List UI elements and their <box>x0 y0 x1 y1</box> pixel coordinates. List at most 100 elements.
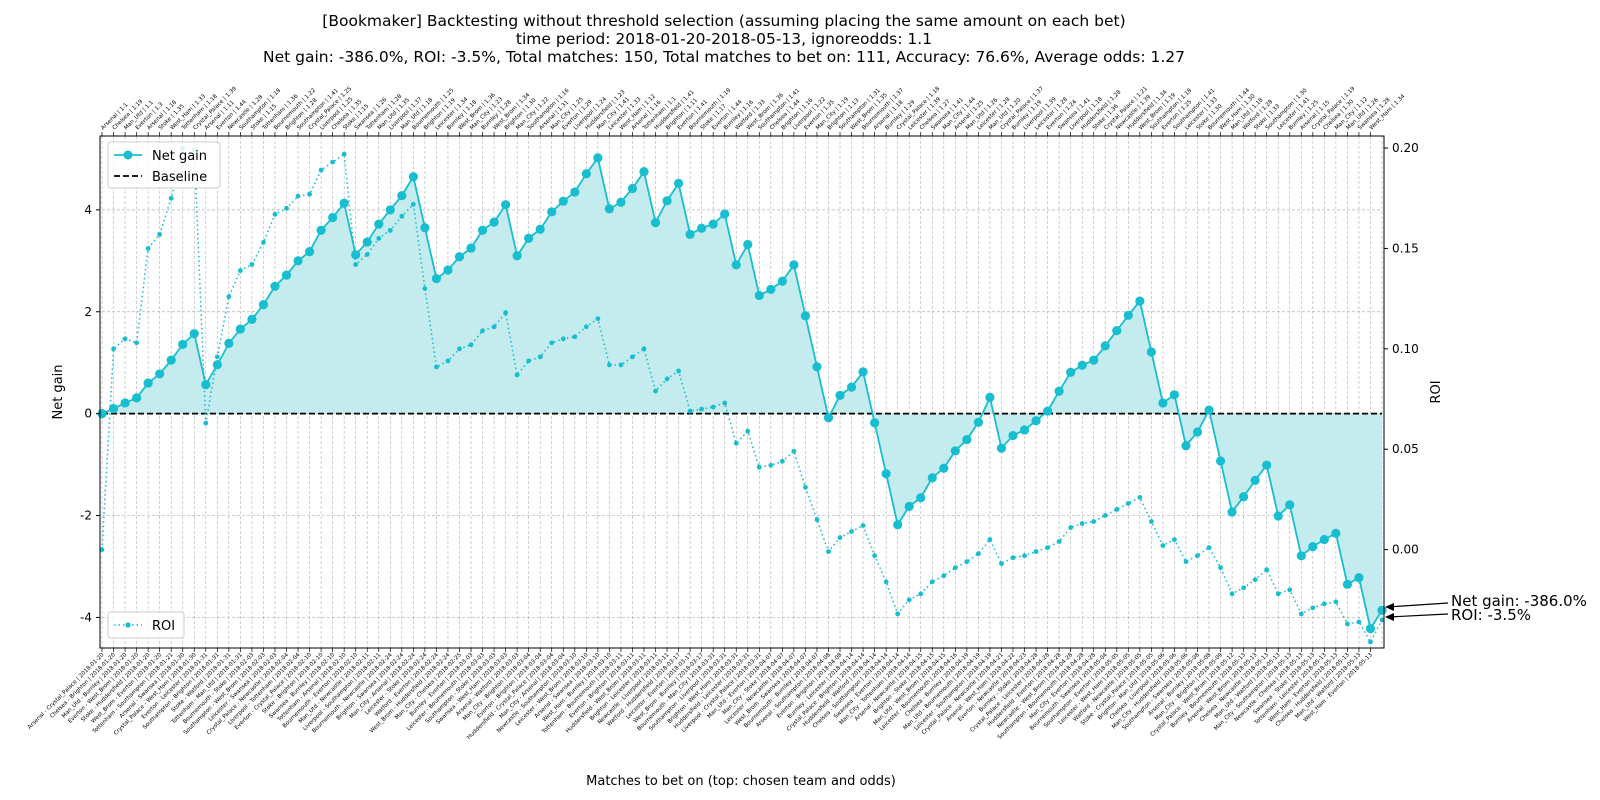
net-gain-point <box>155 369 165 379</box>
net-gain-point <box>812 362 822 372</box>
y-right-tick-label: 0.15 <box>1392 241 1419 255</box>
roi-point <box>653 388 658 394</box>
roi-point <box>549 340 555 346</box>
roi-point <box>1056 539 1062 544</box>
roi-point <box>745 428 751 434</box>
net-gain-point <box>166 355 176 365</box>
net-gain-point <box>201 380 211 390</box>
roi-annotation-arrowhead <box>1385 613 1394 621</box>
net-gain-point <box>270 281 280 291</box>
chart-title-line-3: Net gain: -386.0%, ROI: -3.5%, Total mat… <box>263 48 1185 66</box>
roi-point <box>261 240 266 245</box>
roi-point <box>803 484 808 490</box>
net-gain-point <box>1054 386 1064 396</box>
net-gain-point <box>1112 326 1122 336</box>
net-gain-point <box>581 169 591 179</box>
net-gain-point <box>189 329 199 339</box>
roi-point <box>952 565 958 571</box>
net-gain-point <box>604 204 614 214</box>
roi-point <box>975 551 981 557</box>
roi-point <box>837 535 843 540</box>
roi-point <box>895 611 901 617</box>
net-gain-annotation-arrowhead <box>1385 603 1394 611</box>
net-gain-point <box>466 243 476 253</box>
net-gain-point <box>247 314 257 325</box>
net-gain-point <box>1215 456 1226 466</box>
net-gain-point <box>962 435 972 445</box>
legend-bottom: ROI <box>107 611 185 639</box>
roi-point <box>779 458 785 464</box>
net-gain-point <box>1204 405 1214 415</box>
roi-point <box>710 404 716 410</box>
roi-point <box>1172 537 1177 542</box>
axes <box>99 135 1385 649</box>
roi-point <box>1148 519 1154 524</box>
roi-point <box>1091 519 1097 524</box>
net-gain-point <box>927 473 937 483</box>
net-gain-point <box>547 207 557 217</box>
roi-point <box>1033 549 1039 555</box>
net-gain-point <box>697 223 707 233</box>
net-gain-point <box>1031 416 1041 426</box>
roi-point <box>422 286 428 291</box>
net-gain-point <box>973 417 983 427</box>
roi-point <box>376 236 382 241</box>
roi-point <box>272 211 278 217</box>
net-gain-point <box>316 225 326 235</box>
roi-point <box>526 358 532 364</box>
roi-point <box>768 462 774 468</box>
end-annotations: Net gain: -386.0% ROI: -3.5% <box>1385 592 1587 624</box>
roi-point <box>168 195 174 201</box>
roi-point <box>330 159 336 165</box>
roi-point <box>1010 555 1016 561</box>
y-right-axis-label: ROI <box>1429 380 1444 403</box>
legend-net-gain-label: Net gain <box>152 149 207 164</box>
net-gain-annotation-arrow <box>1387 602 1449 608</box>
roi-point <box>1275 591 1281 597</box>
net-gain-point <box>789 260 799 270</box>
roi-point <box>445 358 451 364</box>
net-gain-point <box>489 217 499 227</box>
net-gain-point <box>1123 310 1133 320</box>
roi-point <box>583 324 589 330</box>
roi-point <box>1333 599 1339 605</box>
net-gain-point <box>524 233 534 243</box>
net-gain-point <box>858 367 868 377</box>
roi-point <box>1379 617 1385 623</box>
net-gain-point <box>731 260 741 270</box>
chart-title: [Bookmaker] Backtesting without threshol… <box>263 12 1185 66</box>
net-gain-point <box>1146 347 1156 357</box>
roi-point <box>307 191 312 197</box>
roi-point <box>1229 591 1235 597</box>
chart-title-line-1: [Bookmaker] Backtesting without threshol… <box>322 12 1125 30</box>
roi-point <box>1137 495 1143 500</box>
net-gain-point <box>512 251 522 261</box>
net-gain-point <box>558 196 568 206</box>
net-gain-point <box>477 225 488 235</box>
roi-point <box>687 408 693 414</box>
roi-point <box>814 517 820 522</box>
roi-point <box>203 420 209 426</box>
net-gain-point <box>685 229 695 239</box>
roi-point <box>929 579 935 585</box>
roi-point <box>1218 565 1223 571</box>
roi-point <box>791 448 797 454</box>
roi-point <box>480 328 485 334</box>
net-gain-annotation: Net gain: -386.0% <box>1451 592 1587 610</box>
net-gain-point <box>823 413 834 423</box>
net-gain-point <box>1250 475 1260 485</box>
roi-point <box>1368 639 1373 645</box>
roi-point <box>1321 601 1327 607</box>
net-gain-point <box>293 256 303 266</box>
roi-point <box>364 252 370 257</box>
roi-point <box>1206 545 1212 551</box>
net-gain-point <box>431 274 442 284</box>
net-gain-point <box>650 218 661 228</box>
net-gain-point <box>397 191 407 201</box>
net-gain-point <box>881 469 891 479</box>
roi-point <box>145 246 151 251</box>
net-gain-point <box>916 493 926 503</box>
roi-point <box>1252 577 1258 583</box>
net-gain-point <box>1342 579 1353 589</box>
